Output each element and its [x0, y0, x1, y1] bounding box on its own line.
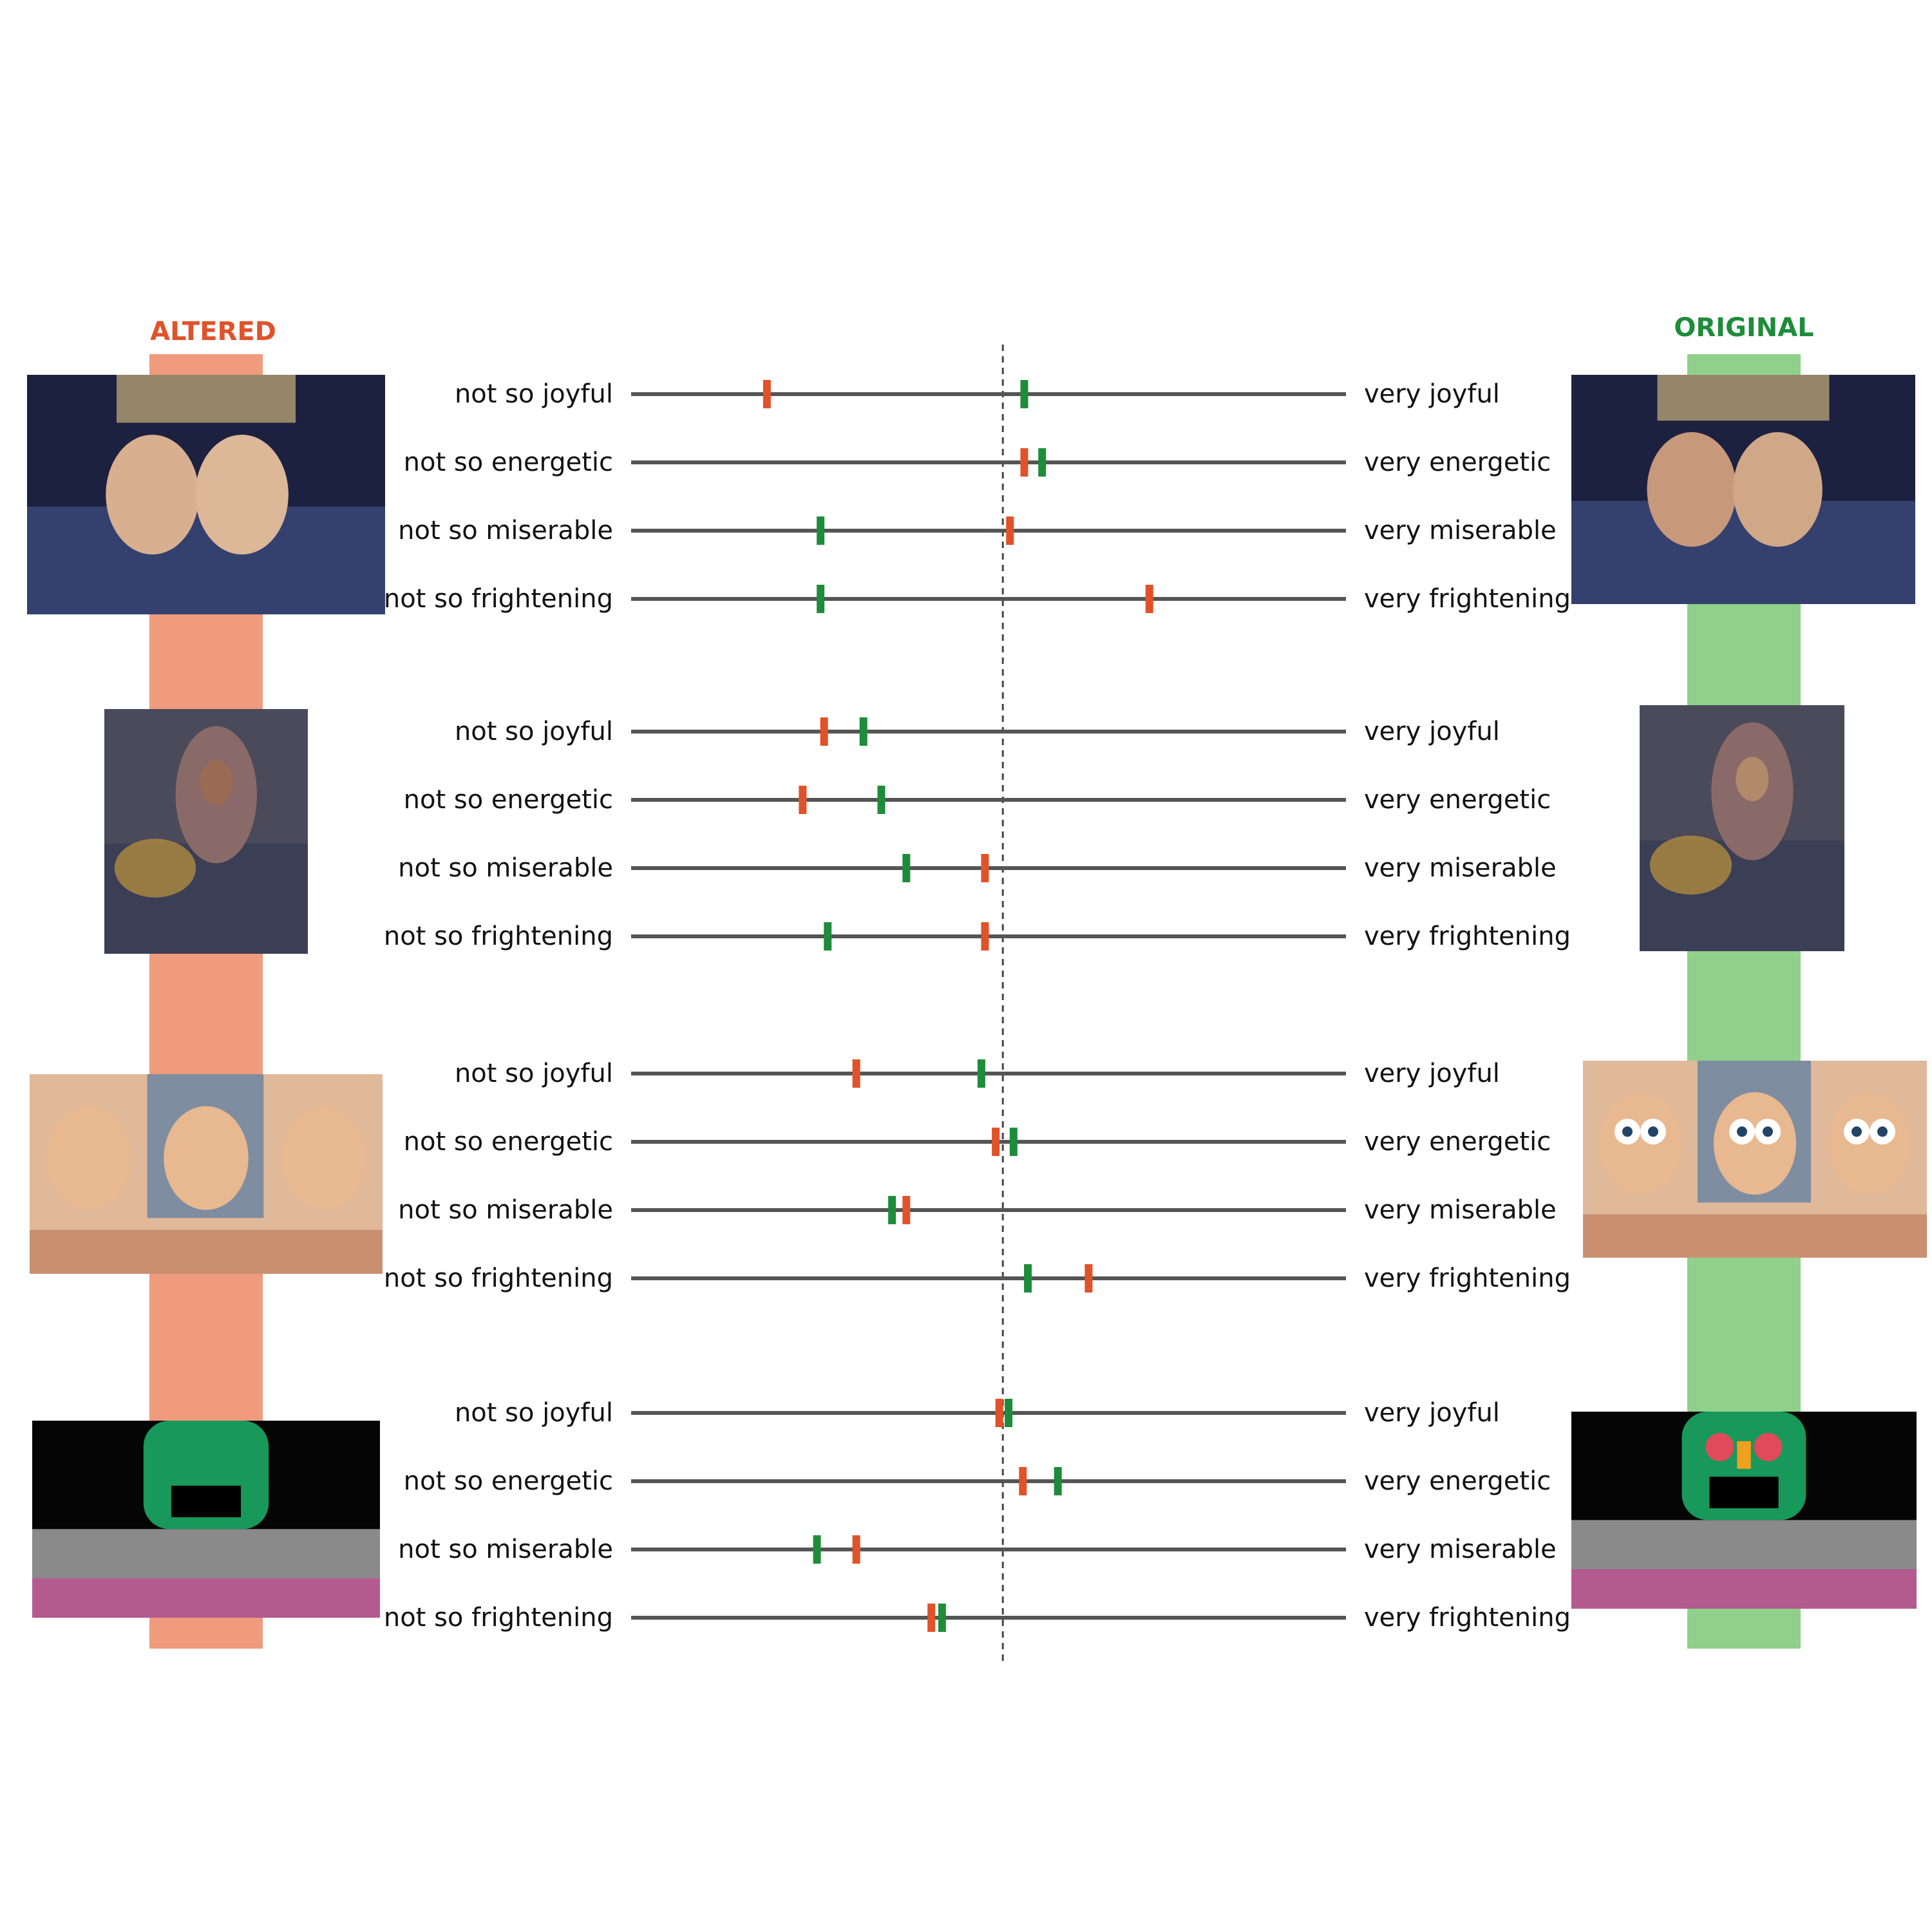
original-marker: [877, 786, 886, 814]
scale-row: not so energetic very energetic: [404, 785, 1551, 815]
right-scale-label: very energetic: [1364, 785, 1551, 815]
right-scale-label: very frightening: [1364, 584, 1571, 614]
green-mask-stage-icon: [1571, 1412, 1917, 1609]
left-scale-label: not so miserable: [398, 516, 613, 545]
cartoon-collage-icon: [1583, 1061, 1927, 1258]
left-scale-label: not so energetic: [404, 785, 613, 815]
right-scale-label: very joyful: [1364, 717, 1500, 746]
right-scale-label: very miserable: [1364, 1535, 1557, 1564]
scale-row: not so joyful very joyful: [455, 1059, 1500, 1088]
original-marker: [817, 585, 825, 613]
original-marker: [1054, 1467, 1062, 1495]
right-scale-label: very joyful: [1364, 1059, 1500, 1088]
original-marker: [817, 516, 825, 545]
scale-row: not so frightening very frightening: [384, 1603, 1571, 1633]
altered-marker: [981, 922, 989, 951]
left-scale-label: not so energetic: [404, 1466, 613, 1496]
right-scale-label: very miserable: [1364, 853, 1557, 883]
right-scale-label: very miserable: [1364, 1195, 1557, 1225]
scale-row: not so miserable very miserable: [398, 1535, 1557, 1564]
original-marker: [1020, 380, 1028, 408]
scale-row: not so miserable very miserable: [398, 853, 1557, 883]
left-scale-label: not so energetic: [404, 1127, 613, 1157]
original-marker: [938, 1604, 946, 1632]
left-scale-label: not so miserable: [398, 1535, 613, 1564]
original-marker: [813, 1535, 821, 1564]
original-marker: [902, 854, 911, 882]
altered-marker: [927, 1604, 936, 1632]
scale-row: not so joyful very joyful: [455, 379, 1500, 409]
left-scale-label: not so joyful: [455, 1398, 613, 1428]
altered-header: ALTERED: [150, 317, 276, 346]
masked-faces-collage-icon: [27, 375, 385, 614]
scale-row: not so miserable very miserable: [398, 516, 1557, 545]
left-scale-label: not so joyful: [455, 379, 613, 409]
thumbnails: [27, 375, 1927, 1618]
scale-row: not so frightening very frightening: [384, 922, 1571, 951]
original-marker: [859, 717, 867, 746]
original-marker: [1005, 1399, 1013, 1427]
right-scale-label: very frightening: [1364, 1264, 1571, 1293]
scale-row: not so joyful very joyful: [455, 1398, 1500, 1428]
altered-marker: [1006, 516, 1014, 545]
right-scale-label: very miserable: [1364, 516, 1557, 545]
scale-row: not so miserable very miserable: [398, 1195, 1557, 1225]
scale-row: not so energetic very energetic: [404, 1466, 1551, 1496]
original-marker: [824, 922, 832, 951]
highlight-bands: [149, 354, 1801, 1649]
right-scale-label: very frightening: [1364, 1603, 1571, 1633]
altered-marker: [852, 1535, 860, 1564]
altered-marker: [799, 786, 807, 814]
altered-marker: [995, 1399, 1003, 1427]
masked-madonna-painting-icon: [104, 709, 308, 954]
scale-row: not so frightening very frightening: [384, 584, 1571, 614]
scale-row: not so frightening very frightening: [384, 1264, 1571, 1293]
scale-row: not so energetic very energetic: [404, 1127, 1551, 1157]
madonna-painting-icon: [1640, 705, 1844, 951]
right-scale-label: very frightening: [1364, 922, 1571, 951]
original-marker: [1024, 1264, 1032, 1293]
original-marker: [888, 1196, 896, 1224]
masked-cartoon-collage-icon: [30, 1074, 383, 1274]
scale-rows: not so joyful very joyful not so energetic…: [384, 379, 1571, 1633]
left-scale-label: not so joyful: [455, 1059, 613, 1088]
altered-marker: [992, 1128, 1000, 1156]
original-header: ORIGINAL: [1674, 313, 1814, 343]
original-marker: [1038, 448, 1046, 477]
altered-marker: [1019, 1467, 1027, 1495]
left-scale-label: not so frightening: [384, 922, 613, 951]
altered-marker: [1020, 448, 1028, 477]
left-scale-label: not so frightening: [384, 584, 613, 614]
altered-marker: [902, 1196, 911, 1224]
right-scale-label: very joyful: [1364, 1398, 1500, 1428]
two-faces-collage-icon: [1571, 375, 1915, 604]
left-scale-label: not so frightening: [384, 1603, 613, 1633]
altered-marker: [852, 1059, 860, 1088]
left-scale-label: not so energetic: [404, 448, 613, 477]
right-scale-label: very energetic: [1364, 1466, 1551, 1496]
altered-marker: [981, 854, 989, 882]
left-scale-label: not so miserable: [398, 853, 613, 883]
left-scale-label: not so frightening: [384, 1264, 613, 1293]
scale-row: not so joyful very joyful: [455, 717, 1500, 746]
left-scale-label: not so joyful: [455, 717, 613, 746]
altered-marker: [762, 380, 771, 408]
original-marker: [977, 1059, 985, 1088]
altered-marker: [1145, 585, 1153, 613]
left-scale-label: not so miserable: [398, 1195, 613, 1225]
masked-green-mask-stage-icon: [32, 1421, 380, 1618]
altered-marker: [1084, 1264, 1093, 1293]
altered-marker: [820, 717, 828, 746]
scale-row: not so energetic very energetic: [404, 448, 1551, 477]
right-scale-label: very energetic: [1364, 1127, 1551, 1157]
right-scale-label: very energetic: [1364, 448, 1551, 477]
original-marker: [1009, 1128, 1018, 1156]
right-scale-label: very joyful: [1364, 379, 1500, 409]
column-headers: ALTERED ORIGINAL: [150, 313, 1814, 346]
